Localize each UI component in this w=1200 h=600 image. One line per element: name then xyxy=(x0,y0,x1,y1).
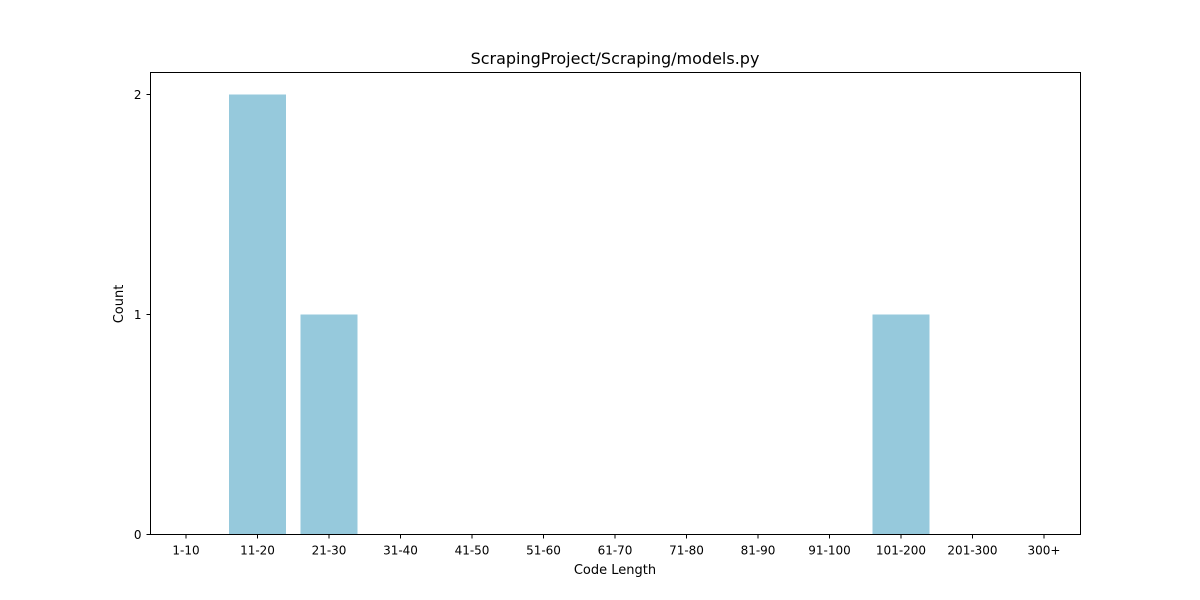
bar-101-200 xyxy=(872,314,930,535)
x-tick-label: 201-300 xyxy=(947,544,997,558)
x-tick-label: 51-60 xyxy=(526,544,561,558)
y-tick-label: 2 xyxy=(134,88,142,102)
y-ticks-group: 0 1 2 xyxy=(134,88,151,542)
x-axis-label: Code Length xyxy=(574,563,656,578)
chart-title: ScrapingProject/Scraping/models.py xyxy=(471,49,760,68)
bar-21-30 xyxy=(300,314,358,535)
x-tick-label: 11-20 xyxy=(240,544,275,558)
x-tick-label: 21-30 xyxy=(312,544,347,558)
plot-frame xyxy=(150,72,1081,535)
y-tick-label: 0 xyxy=(134,528,142,542)
y-tick-label: 1 xyxy=(134,308,142,322)
x-tick-label: 81-90 xyxy=(741,544,776,558)
y-axis-label: Count xyxy=(112,285,127,324)
x-tick-label: 91-100 xyxy=(808,544,851,558)
x-tick-label: 61-70 xyxy=(598,544,633,558)
x-tick-label: 41-50 xyxy=(455,544,490,558)
bars-group xyxy=(229,94,930,535)
bar-11-20 xyxy=(229,94,286,535)
x-tick-label: 31-40 xyxy=(383,544,418,558)
x-tick-label: 101-200 xyxy=(876,544,926,558)
x-tick-label: 300+ xyxy=(1028,544,1061,558)
x-ticks-group: 1-10 11-20 21-30 31-40 41-50 51-60 61-70 71-80 8… xyxy=(172,534,1061,558)
x-tick-label: 1-10 xyxy=(172,544,199,558)
x-tick-label: 71-80 xyxy=(669,544,704,558)
